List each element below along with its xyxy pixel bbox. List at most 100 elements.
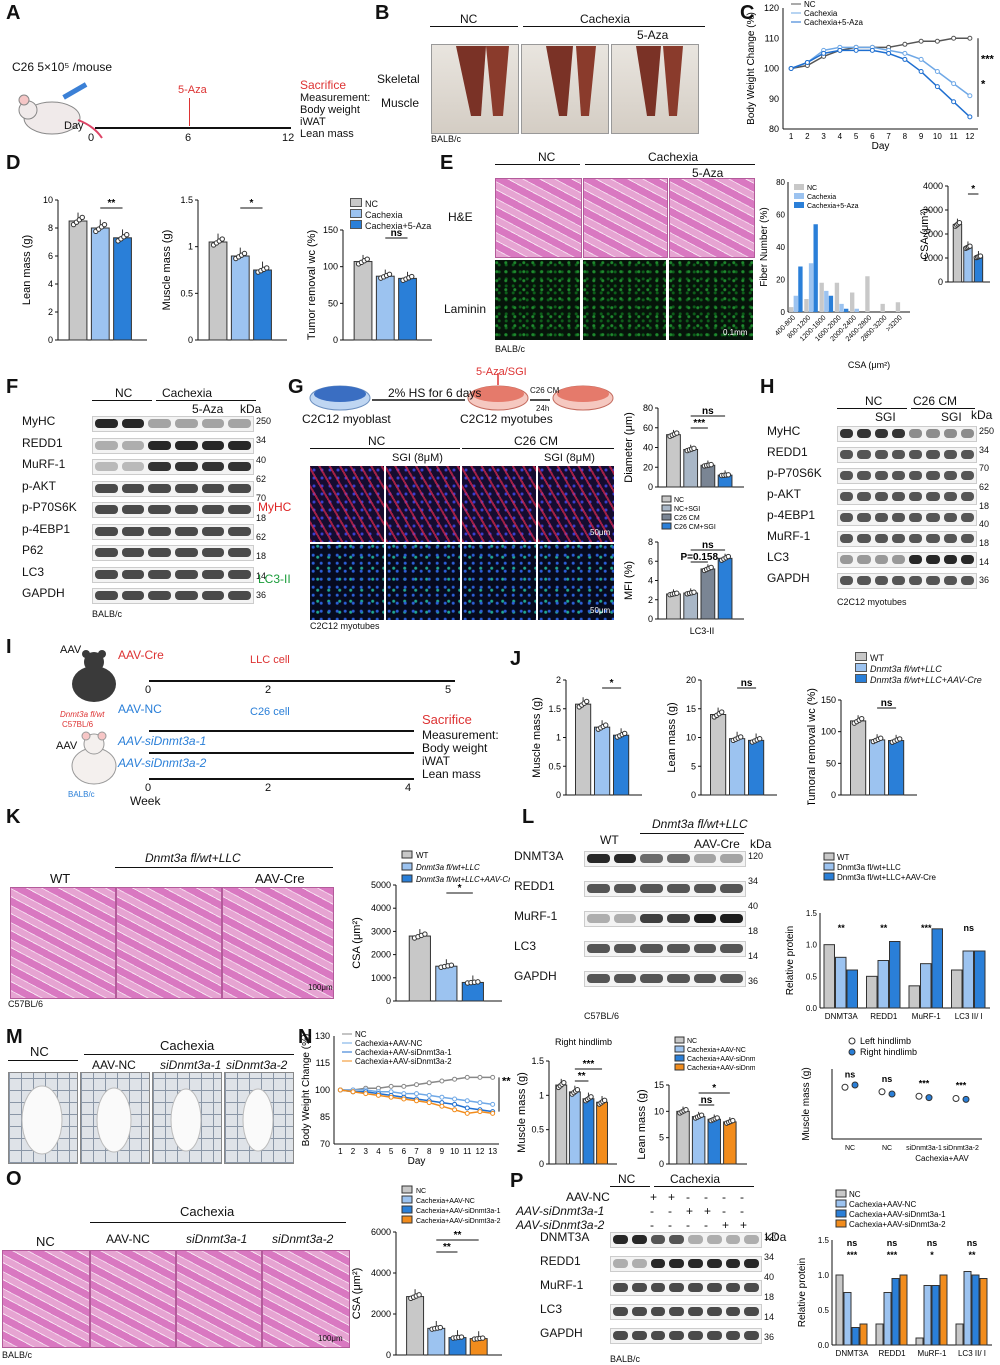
blot-size-label: 36 [979, 575, 990, 586]
chart-g-diameter: 0 20 40 60 80 Diameter (μm) ns*** [623, 403, 744, 492]
bar [973, 256, 984, 283]
blot-band [228, 462, 251, 471]
g-24h: 24h [536, 404, 550, 413]
f-kda: kDa [240, 402, 262, 416]
blot-size-label: 36 [764, 1332, 775, 1342]
g-cm: C26 CM [530, 386, 560, 395]
panel-h: NC C26 CM SGI SGI kDa MyHC REDD1 p-P70S6K p… [765, 390, 1000, 615]
series-point [363, 1091, 369, 1097]
blot-row [92, 545, 254, 561]
blot-band [631, 1307, 647, 1316]
bar [683, 448, 699, 488]
blot-band [667, 854, 690, 863]
bar [666, 593, 681, 620]
b-cachexia: Cachexia [580, 12, 631, 26]
bar [850, 720, 867, 796]
blot-band [148, 419, 171, 428]
legend-label: Cachexia+AAV-NC [355, 1039, 422, 1048]
x-tick-label: MuRF-1 [918, 1349, 947, 1358]
blot-band [706, 1307, 722, 1316]
blot-band [201, 548, 225, 557]
blot-band [943, 555, 957, 564]
y-tick-label: 80 [769, 124, 779, 134]
right-point [888, 1090, 896, 1098]
y-tick-label: 120 [764, 3, 779, 13]
blot-band [613, 884, 637, 893]
blot-size-label: 40 [979, 519, 990, 530]
blot-band [148, 483, 171, 493]
y-tick-label: 4 [48, 279, 53, 289]
l-cre: AAV-Cre [694, 837, 740, 851]
blot-band [631, 1331, 647, 1340]
i-meas-2: iWAT [422, 754, 450, 768]
y-tick-label: 60 [643, 423, 653, 433]
m-line1 [8, 1060, 78, 1061]
x-tick-label: 9 [919, 132, 924, 141]
sig-label: *** [921, 923, 932, 933]
treatment-sign: - [704, 1218, 708, 1232]
blot-size-label: 14 [979, 556, 990, 567]
blot-band [840, 429, 854, 438]
panel-label-d: D [6, 152, 21, 174]
blot-band [874, 555, 888, 564]
legend-label: NC [804, 0, 816, 9]
blot-band [891, 513, 905, 522]
left-point [915, 1092, 923, 1100]
x-tick-label: REDD1 [878, 1349, 906, 1358]
blot-band [148, 440, 171, 450]
e-row-he: H&E [448, 210, 473, 224]
chart-l-relative: 0.0 0.5 1.0 1.5 Relative protein DNMT3A REDD1 M… [785, 852, 990, 1021]
hist-bar [834, 282, 840, 312]
blot-band [175, 548, 198, 557]
bar [90, 227, 110, 341]
blot-band [891, 576, 905, 585]
he-aza [669, 178, 755, 258]
blot-band [960, 576, 974, 585]
blot-band [874, 513, 888, 522]
data-point [416, 1292, 422, 1298]
o-he-si1 [176, 1250, 262, 1348]
y-tick-label: 4000 [923, 181, 943, 191]
blot-protein-label: LC3 [540, 1302, 563, 1316]
sig-label: *** [981, 53, 995, 65]
legend-swatch [401, 862, 413, 871]
blot-size-label: 18 [256, 551, 267, 562]
data-point [967, 243, 973, 249]
panel-f: NC Cachexia 5-Aza kDa MyHC REDD1 MuRF-1 p-A… [20, 382, 285, 622]
sig-label: *** [919, 1078, 930, 1088]
y-tick-label: 150 [323, 225, 338, 235]
bar [596, 1101, 608, 1165]
blot-band [95, 569, 118, 579]
hist-bar [865, 276, 870, 312]
o-line [90, 1222, 346, 1223]
panel-k: Dnmt3a fl/wt+LLC WT AAV-Cre 100μm C57BL/… [0, 815, 520, 1015]
treatment-sign: - [686, 1218, 690, 1232]
o-he-si2 [262, 1250, 350, 1348]
data-point [730, 1117, 736, 1124]
i-t1-0: 0 [145, 684, 152, 696]
blot-band [175, 419, 198, 428]
blot-row [92, 459, 254, 475]
series-point [788, 66, 794, 71]
series-point [375, 1092, 381, 1098]
blot-size-label: 40 [748, 901, 759, 911]
blot-band [175, 591, 198, 600]
blot-row [610, 1232, 762, 1248]
x-tick-label: >3200 [885, 314, 904, 333]
blot-protein-label: REDD1 [514, 879, 555, 893]
legend-swatch [401, 1185, 413, 1194]
blot-band [95, 419, 118, 428]
hist-bar [828, 295, 834, 312]
day-label: Day [64, 120, 84, 132]
panel-label-m: M [6, 1026, 23, 1048]
blot-protein-label: LC3 [767, 550, 790, 564]
blot-band [693, 944, 717, 953]
blot-band [650, 1283, 666, 1292]
y-tick-label: 5 [659, 1133, 664, 1143]
series-point [477, 1074, 483, 1080]
blot-band [706, 1235, 722, 1244]
y-tick-label: 100 [315, 1085, 330, 1095]
bar [353, 261, 373, 341]
y-axis-label: Body Weight Change (%) [746, 12, 757, 125]
